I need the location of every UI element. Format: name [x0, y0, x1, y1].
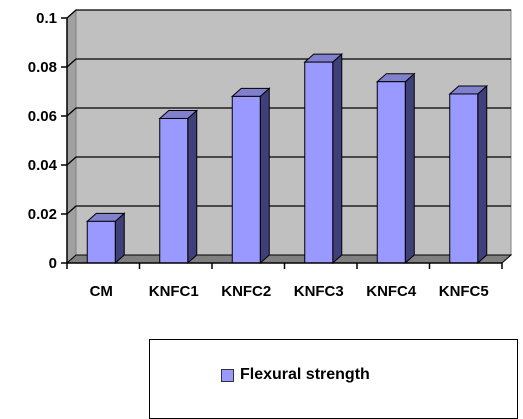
plot-area — [65, 8, 513, 265]
y-axis: 0 0.02 0.04 0.06 0.08 0.1 — [28, 10, 68, 272]
bar — [375, 72, 416, 265]
gridline — [66, 58, 511, 68]
gridline — [66, 156, 511, 166]
bar-side — [187, 109, 198, 265]
y-tick-label: 0.06 — [28, 108, 57, 125]
legend-entry: Flexural strength — [221, 366, 370, 384]
bar-side — [332, 52, 343, 265]
bar — [448, 84, 489, 265]
y-tick-label: 0.08 — [28, 59, 57, 76]
plot-side-wall — [66, 8, 77, 265]
x-tick-label: KNFC5 — [439, 283, 489, 300]
gridline — [66, 107, 511, 117]
bar-front — [86, 220, 116, 264]
bar-front — [304, 61, 334, 264]
bar-side — [404, 72, 415, 265]
bar — [230, 87, 271, 265]
bar — [158, 109, 199, 265]
plot-back-wall — [75, 9, 512, 256]
bar — [85, 212, 126, 265]
bar-front — [159, 117, 189, 264]
gridline — [66, 205, 511, 215]
legend-swatch-icon — [221, 368, 234, 382]
legend-label: Flexural strength — [240, 366, 370, 383]
x-axis: CM KNFC1 KNFC2 KNFC3 KNFC4 KNFC5 — [66, 262, 503, 300]
x-tick-label: KNFC4 — [366, 283, 417, 300]
bar-side — [259, 87, 270, 265]
y-tick-label: 0.1 — [36, 10, 57, 27]
bar-front — [449, 93, 479, 264]
bar-front — [231, 95, 261, 264]
x-tick-label: KNFC2 — [221, 283, 271, 300]
y-tick-label: 0.02 — [28, 206, 57, 223]
bar-chart: 0 0.02 0.04 0.06 0.08 0.1 CM KNFC1 KNFC2 KNFC3 KN… — [28, 8, 513, 300]
x-tick-label: CM — [90, 283, 113, 300]
y-tick-label: 0 — [49, 255, 57, 272]
x-tick-label: KNFC3 — [294, 283, 344, 300]
gridline — [66, 9, 511, 19]
legend: Flexural strength — [149, 339, 518, 419]
y-tick-label: 0.04 — [28, 157, 58, 174]
bar-front — [376, 81, 406, 264]
bar-side — [477, 84, 488, 265]
gridlines — [66, 9, 511, 215]
plot-floor — [65, 254, 513, 264]
bar — [303, 52, 344, 265]
bars — [85, 52, 489, 265]
x-tick-label: KNFC1 — [149, 283, 199, 300]
